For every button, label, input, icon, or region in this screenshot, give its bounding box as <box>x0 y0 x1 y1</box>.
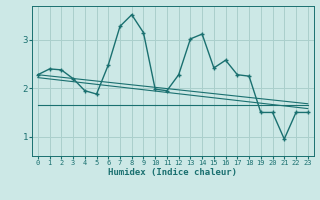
X-axis label: Humidex (Indice chaleur): Humidex (Indice chaleur) <box>108 168 237 177</box>
